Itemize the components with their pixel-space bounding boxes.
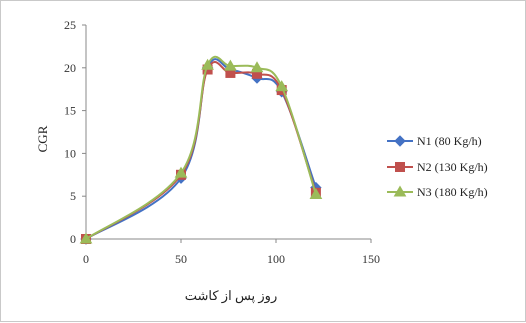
x-tick-label: 100 bbox=[267, 252, 285, 266]
legend-item: N3 (180 Kg/h) bbox=[387, 185, 488, 199]
data-point bbox=[224, 59, 237, 71]
y-tick-label: 0 bbox=[70, 232, 76, 246]
legend-item: N1 (80 Kg/h) bbox=[387, 134, 482, 148]
x-tick-label: 50 bbox=[175, 252, 187, 266]
y-tick-label: 15 bbox=[64, 104, 76, 118]
data-point bbox=[275, 80, 289, 92]
data-point bbox=[79, 232, 93, 244]
data-point bbox=[309, 187, 323, 199]
data-point bbox=[201, 58, 214, 70]
series-layer bbox=[79, 55, 323, 245]
y-tick-label: 10 bbox=[64, 146, 76, 160]
data-point bbox=[250, 61, 264, 73]
legend-marker bbox=[394, 135, 406, 147]
y-axis-label: CGR bbox=[35, 125, 50, 152]
series-3 bbox=[79, 55, 323, 244]
legend-item: N2 (130 Kg/h) bbox=[387, 160, 488, 174]
y-tick-label: 5 bbox=[70, 189, 76, 203]
y-tick-label: 20 bbox=[64, 61, 76, 75]
x-tick-label: 150 bbox=[362, 252, 380, 266]
data-point bbox=[174, 166, 188, 178]
axes: 0 5 10 15 20 25 0 50 100 150 bbox=[64, 18, 380, 266]
x-axis-label: روز پس از کاشت bbox=[185, 288, 277, 304]
legend-label: N3 (180 Kg/h) bbox=[417, 185, 488, 199]
x-tick-label: 0 bbox=[83, 252, 89, 266]
y-tick-label: 25 bbox=[64, 18, 76, 32]
legend-label: N1 (80 Kg/h) bbox=[417, 134, 482, 148]
legend-marker bbox=[395, 162, 405, 172]
legend-marker bbox=[393, 185, 407, 197]
legend-label: N2 (130 Kg/h) bbox=[417, 160, 488, 174]
legend: N1 (80 Kg/h) N2 (130 Kg/h) N3 (180 Kg/h) bbox=[387, 134, 488, 199]
